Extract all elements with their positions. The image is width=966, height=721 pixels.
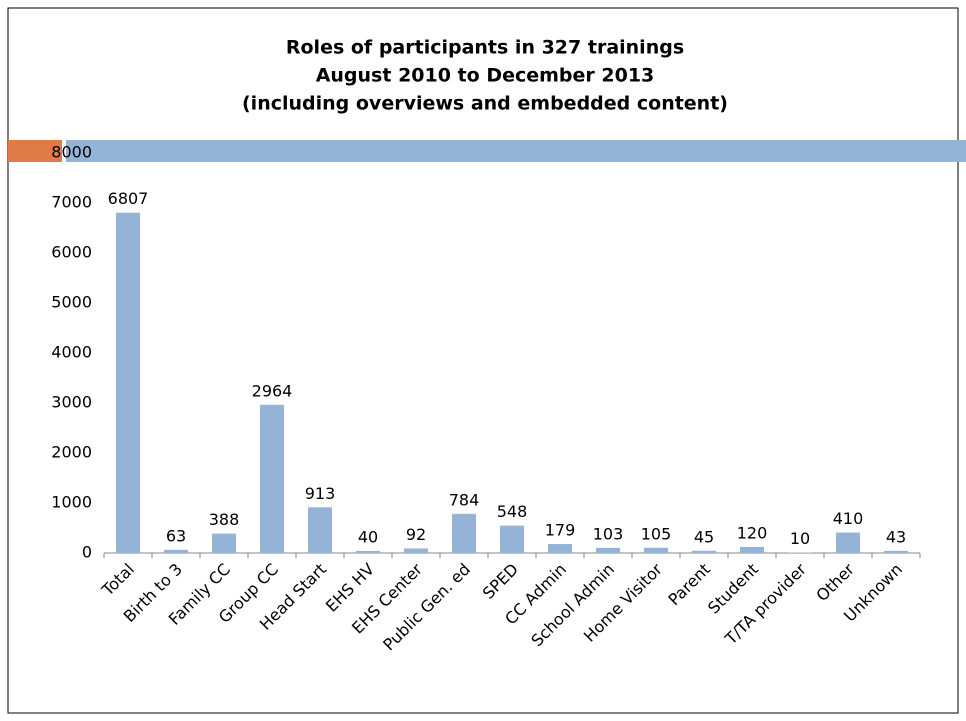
data-label: 120 (737, 524, 768, 543)
bar (404, 548, 428, 553)
bar (548, 544, 572, 553)
bar (500, 525, 524, 553)
y-tick-label: 2000 (51, 443, 92, 462)
bar (644, 547, 668, 553)
bar (884, 550, 908, 553)
bar (692, 550, 716, 553)
y-tick-label: 0 (82, 543, 92, 562)
data-label: 45 (694, 527, 714, 546)
chart-title: August 2010 to December 2013 (316, 65, 655, 87)
data-label: 40 (358, 528, 378, 547)
data-label: 63 (166, 526, 186, 545)
data-label: 784 (449, 490, 480, 509)
bar (356, 551, 380, 553)
chart-title: Roles of participants in 327 trainings (286, 37, 684, 59)
data-label: 388 (209, 510, 240, 529)
accent-blue (66, 140, 966, 162)
bar (164, 549, 188, 553)
bar (116, 212, 140, 553)
slide-border (7, 7, 959, 714)
bar (740, 547, 764, 553)
data-label: 179 (545, 521, 576, 540)
bar (260, 404, 284, 553)
data-label: 10 (790, 529, 810, 548)
accent-orange (8, 140, 62, 162)
data-label: 2964 (252, 381, 293, 400)
y-tick-label: 6000 (51, 243, 92, 262)
data-label: 410 (833, 509, 864, 528)
bar (596, 547, 620, 553)
y-tick-label: 7000 (51, 193, 92, 212)
data-label: 6807 (108, 189, 149, 208)
y-tick-label: 8000 (51, 143, 92, 162)
y-tick-label: 5000 (51, 293, 92, 312)
bar (212, 533, 236, 553)
bar (308, 507, 332, 553)
bar (452, 513, 476, 553)
chart-title: (including overviews and embedded conten… (242, 93, 728, 115)
data-label: 43 (886, 527, 906, 546)
data-label: 105 (641, 524, 672, 543)
data-label: 548 (497, 502, 528, 521)
bar (788, 552, 812, 553)
y-tick-label: 3000 (51, 393, 92, 412)
data-label: 92 (406, 525, 426, 544)
data-label: 103 (593, 524, 624, 543)
y-tick-label: 1000 (51, 493, 92, 512)
bar (836, 532, 860, 553)
y-tick-label: 4000 (51, 343, 92, 362)
data-label: 913 (305, 484, 336, 503)
